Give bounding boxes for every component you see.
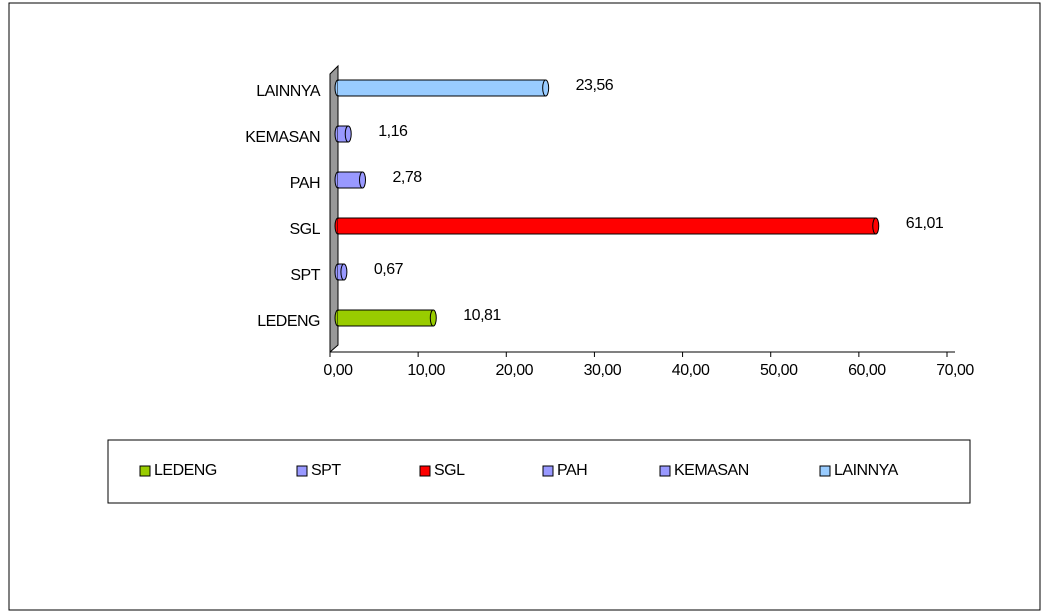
x-tick-label: 60,00 bbox=[848, 362, 886, 379]
value-label: 1,16 bbox=[378, 123, 408, 140]
bar-cap bbox=[429, 309, 437, 327]
legend-swatch bbox=[542, 465, 554, 477]
value-label: 0,67 bbox=[374, 261, 404, 278]
axis-wall bbox=[329, 64, 339, 354]
x-tick-label: 30,00 bbox=[584, 362, 622, 379]
bar-cap bbox=[340, 263, 348, 281]
value-label: 23,56 bbox=[576, 77, 614, 94]
y-tick-label: KEMASAN bbox=[245, 129, 320, 146]
legend-swatch bbox=[819, 465, 831, 477]
bar-cover bbox=[338, 219, 876, 233]
bar-cover bbox=[338, 81, 546, 95]
legend-swatch bbox=[419, 465, 431, 477]
legend-swatch bbox=[659, 465, 671, 477]
legend-label: SGL bbox=[434, 462, 465, 479]
legend-label: KEMASAN bbox=[674, 462, 749, 479]
y-tick-label: LAINNYA bbox=[256, 83, 321, 100]
legend-label: LAINNYA bbox=[834, 462, 899, 479]
bar-cover bbox=[338, 173, 363, 187]
y-tick-label: SPT bbox=[290, 267, 320, 284]
x-tick-label: 40,00 bbox=[672, 362, 710, 379]
x-tick-label: 50,00 bbox=[760, 362, 798, 379]
y-tick-label: SGL bbox=[289, 221, 320, 238]
bar-cover bbox=[338, 127, 349, 141]
value-label: 10,81 bbox=[463, 307, 501, 324]
legend-swatch bbox=[139, 465, 151, 477]
x-tick-label: 70,00 bbox=[936, 362, 974, 379]
value-label: 61,01 bbox=[906, 215, 944, 232]
y-tick-label: LEDENG bbox=[257, 313, 320, 330]
bar-cap bbox=[344, 125, 352, 143]
bar-cap bbox=[542, 79, 550, 97]
x-tick-label: 10,00 bbox=[407, 362, 445, 379]
bar-cap bbox=[872, 217, 880, 235]
x-tick-label: 20,00 bbox=[496, 362, 534, 379]
legend-swatch bbox=[296, 465, 308, 477]
bar-cover bbox=[338, 311, 434, 325]
value-label: 2,78 bbox=[393, 169, 423, 186]
chart-border bbox=[8, 2, 1041, 611]
bar-cap bbox=[359, 171, 367, 189]
legend-label: LEDENG bbox=[154, 462, 217, 479]
x-tick-label: 0,00 bbox=[323, 362, 353, 379]
y-tick-label: PAH bbox=[290, 175, 320, 192]
legend-label: SPT bbox=[311, 462, 341, 479]
legend-label: PAH bbox=[557, 462, 587, 479]
